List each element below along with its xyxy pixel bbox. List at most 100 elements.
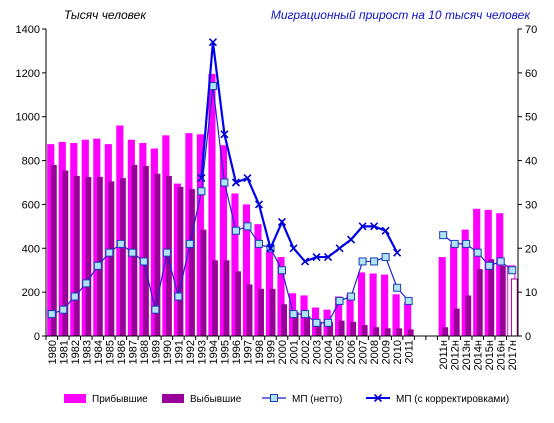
right-tick-label-40: 40 bbox=[525, 156, 537, 168]
legend-marker-2 bbox=[270, 394, 278, 402]
bar-departures-12 bbox=[189, 189, 195, 336]
bar-departures-25 bbox=[338, 320, 345, 336]
right-tick-label-30: 30 bbox=[525, 199, 537, 211]
x-tick-label-2001: 2001 bbox=[289, 340, 301, 364]
point-net-18 bbox=[254, 239, 263, 248]
point-net-2 bbox=[70, 292, 79, 301]
point-corrected-14 bbox=[208, 38, 217, 47]
point-corrected-16 bbox=[231, 178, 241, 187]
bar-departures-15 bbox=[223, 260, 230, 336]
point-net-22 bbox=[301, 310, 310, 319]
point-net-26 bbox=[347, 292, 356, 301]
bar-arrivals-37 bbox=[473, 208, 481, 336]
right-tick-label-50: 50 bbox=[525, 112, 537, 124]
bar-departures-0 bbox=[50, 164, 57, 336]
point-net-15 bbox=[220, 178, 229, 187]
point-net-25 bbox=[335, 296, 344, 305]
point-net-38 bbox=[485, 261, 494, 270]
point-corrected-15 bbox=[220, 130, 229, 139]
bar-departures-30 bbox=[396, 328, 403, 336]
bar-departures-37 bbox=[476, 269, 483, 336]
x-tick-label-1989: 1989 bbox=[150, 340, 162, 364]
point-net-10 bbox=[162, 248, 171, 257]
point-corrected-18 bbox=[254, 200, 264, 209]
bar-arrivals-30 bbox=[392, 294, 400, 336]
legend-label-1: Выбывшие bbox=[190, 393, 242, 405]
point-net-30 bbox=[393, 283, 402, 292]
x-tick-label-2008: 2008 bbox=[369, 340, 381, 364]
x-tick-label-1990: 1990 bbox=[162, 340, 174, 364]
bar-arrivals-26 bbox=[346, 294, 354, 336]
point-net-34 bbox=[439, 231, 448, 240]
point-corrected-13 bbox=[197, 174, 206, 183]
bar-departures-22 bbox=[304, 316, 311, 336]
point-net-40 bbox=[508, 266, 517, 275]
point-corrected-28 bbox=[370, 222, 379, 231]
x-tick-label-2011н: 2011н bbox=[438, 340, 450, 370]
bar-arrivals-12 bbox=[185, 133, 193, 336]
x-tick-label-1992: 1992 bbox=[185, 340, 197, 364]
bar-arrivals-11 bbox=[173, 183, 181, 336]
point-net-5 bbox=[105, 248, 114, 257]
point-net-28 bbox=[370, 257, 379, 266]
point-net-13 bbox=[197, 187, 206, 196]
bar-departures-31 bbox=[407, 329, 414, 336]
right-tick-label-0: 0 bbox=[525, 331, 531, 343]
point-net-31 bbox=[404, 296, 413, 305]
bar-arrivals-18 bbox=[254, 224, 262, 336]
x-tick-label-2009: 2009 bbox=[381, 340, 393, 364]
point-net-16 bbox=[231, 226, 240, 235]
x-tick-label-2002: 2002 bbox=[300, 340, 312, 364]
point-net-17 bbox=[243, 222, 252, 231]
legend-swatch-0 bbox=[64, 394, 86, 403]
bar-departures-18 bbox=[258, 288, 264, 336]
point-net-27 bbox=[358, 257, 367, 266]
bar-arrivals-5 bbox=[104, 144, 112, 336]
x-tick-label-1998: 1998 bbox=[254, 340, 266, 364]
point-corrected-29 bbox=[381, 226, 390, 235]
legend-marker-3 bbox=[373, 393, 383, 403]
bar-arrivals-10 bbox=[162, 135, 170, 336]
x-tick-label-2007: 2007 bbox=[358, 340, 370, 364]
point-corrected-27 bbox=[358, 222, 367, 231]
bar-arrivals-34 bbox=[438, 257, 446, 336]
x-tick-label-2006: 2006 bbox=[346, 340, 358, 364]
point-net-8 bbox=[139, 257, 148, 266]
bar-departures-9 bbox=[154, 173, 161, 336]
x-tick-label-2010: 2010 bbox=[392, 340, 404, 364]
x-tick-label-2017н: 2017н bbox=[507, 340, 519, 371]
bar-arrivals-2 bbox=[70, 143, 78, 336]
bar-departures-3 bbox=[85, 177, 92, 336]
bar-arrivals-29 bbox=[381, 274, 389, 336]
bar-departures-34 bbox=[442, 327, 449, 336]
x-tick-label-1996: 1996 bbox=[231, 340, 243, 364]
bar-arrivals-8 bbox=[139, 143, 147, 336]
bar-arrivals-0 bbox=[47, 144, 55, 336]
bar-arrivals-31 bbox=[404, 302, 412, 336]
left-tick-label-1200: 1200 bbox=[16, 68, 40, 80]
x-tick-label-1982: 1982 bbox=[70, 340, 82, 364]
legend-swatch-1 bbox=[162, 394, 184, 403]
x-tick-label-1980: 1980 bbox=[47, 340, 59, 364]
point-net-6 bbox=[116, 239, 125, 248]
x-tick-label-1985: 1985 bbox=[104, 340, 116, 364]
legend-label-3: МП (с корректировками) bbox=[396, 394, 509, 405]
point-net-7 bbox=[128, 248, 137, 257]
point-corrected-25 bbox=[335, 244, 344, 253]
legend: Прибывшие Выбывшие МП (нетто) МП (с коррект… bbox=[64, 393, 509, 405]
bar-arrivals-35 bbox=[450, 243, 458, 336]
point-corrected-17 bbox=[243, 174, 252, 183]
x-tick-label-1997: 1997 bbox=[242, 340, 254, 364]
x-tick-label-1984: 1984 bbox=[93, 340, 105, 364]
right-tick-label-10: 10 bbox=[525, 287, 537, 299]
bar-departures-38 bbox=[488, 259, 495, 336]
bar-departures-4 bbox=[96, 177, 103, 336]
left-tick-label-0: 0 bbox=[34, 331, 40, 343]
left-tick-label-400: 400 bbox=[22, 243, 40, 255]
bar-arrivals-20 bbox=[277, 257, 285, 336]
point-net-11 bbox=[174, 292, 183, 301]
point-net-35 bbox=[450, 239, 459, 248]
bar-arrivals-38 bbox=[484, 209, 492, 336]
right-tick-label-60: 60 bbox=[525, 68, 537, 80]
right-axis-title: Миграционный прирост на 10 тысяч человек bbox=[271, 8, 531, 22]
